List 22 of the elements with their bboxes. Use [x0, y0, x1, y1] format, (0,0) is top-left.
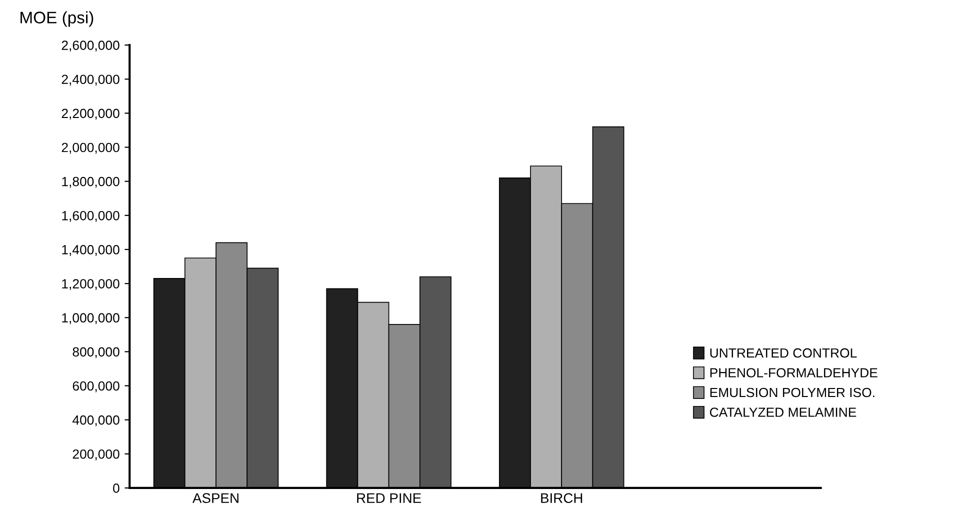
y-tick-label: 1,800,000	[62, 176, 120, 188]
y-tick-label: 2,400,000	[62, 74, 120, 86]
legend-label: CATALYZED MELAMINE	[710, 408, 856, 417]
y-tick-label: 800,000	[72, 347, 120, 358]
y-tick-label: 1,200,000	[62, 279, 120, 290]
y-tick-label: 2,000,000	[62, 142, 120, 154]
y-tick-label: 2,600,000	[62, 40, 120, 52]
legend-label: UNTREATED CONTROL	[710, 348, 857, 358]
y-tick-label: 200,000	[72, 449, 120, 460]
legend-label: EMULSION POLYMER ISO.	[710, 388, 874, 398]
y-tick-label: 1,000,000	[62, 313, 120, 324]
x-tick-label: RED PINE	[357, 493, 421, 503]
y-tick-label: 2,200,000	[62, 108, 120, 120]
x-tick-label: ASPEN	[192, 493, 238, 504]
y-tick-label: 1,600,000	[62, 210, 120, 222]
legend-label: PHENOL-FORMALDEHYDE	[710, 368, 878, 378]
y-axis-title: MOE (psi)	[20, 11, 94, 27]
y-tick-label: 600,000	[72, 381, 120, 392]
y-tick-label: 1,400,000	[62, 245, 120, 256]
x-tick-label: BIRCH	[541, 493, 582, 504]
y-tick-label: 0	[113, 484, 120, 493]
y-tick-label: 400,000	[72, 415, 120, 426]
